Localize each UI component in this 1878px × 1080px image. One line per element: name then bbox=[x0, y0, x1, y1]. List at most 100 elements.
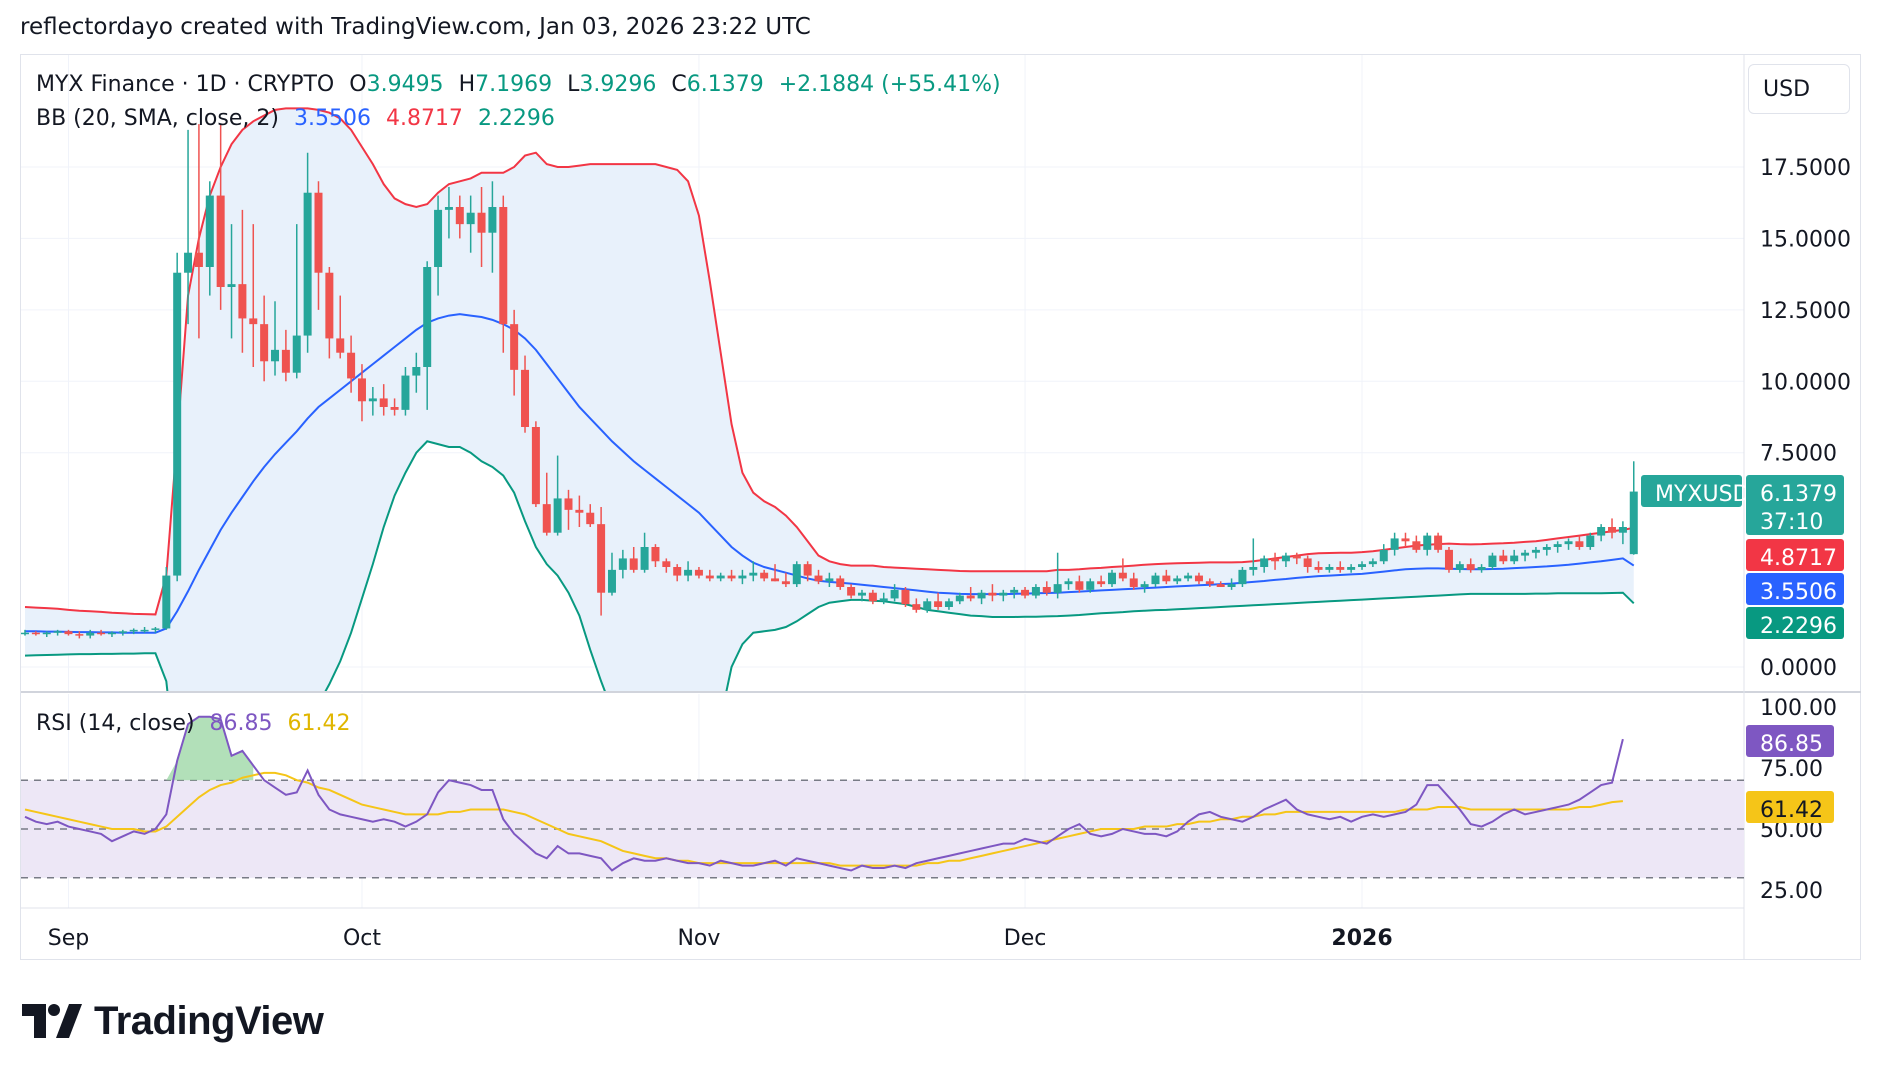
candle-body bbox=[510, 324, 519, 370]
tradingview-logo-icon bbox=[22, 1004, 82, 1038]
candle-body bbox=[162, 575, 171, 629]
candle-body bbox=[1542, 547, 1551, 550]
rsi-badge-bg bbox=[1746, 725, 1834, 757]
candle bbox=[1423, 532, 1432, 556]
candle-body bbox=[401, 375, 410, 410]
candle-body bbox=[357, 378, 366, 402]
price-tick-label: 0.0000 bbox=[1760, 656, 1837, 681]
candle-body bbox=[1521, 552, 1530, 556]
low-label: L bbox=[567, 72, 580, 97]
candle bbox=[1553, 541, 1562, 553]
candle-body bbox=[1434, 535, 1443, 550]
candle bbox=[151, 627, 160, 633]
candle bbox=[1064, 578, 1073, 590]
candle-body bbox=[1075, 581, 1084, 590]
candle-body bbox=[1379, 549, 1388, 562]
candle-body bbox=[825, 578, 834, 582]
rsi-ma-line bbox=[24, 771, 1623, 867]
candle bbox=[944, 598, 953, 610]
candle-body bbox=[173, 272, 182, 576]
candle bbox=[64, 629, 73, 636]
candle-body bbox=[901, 589, 910, 605]
time-axis-label: Nov bbox=[677, 926, 720, 951]
candle bbox=[1227, 578, 1236, 590]
high-value: 7.1969 bbox=[475, 72, 553, 97]
candle-body bbox=[1325, 567, 1334, 570]
symbol-title: MYX Finance · 1D · CRYPTO bbox=[36, 72, 335, 97]
candle bbox=[140, 627, 149, 633]
bollinger-upper-line bbox=[24, 107, 1634, 616]
bollinger-lower-line bbox=[24, 440, 1635, 691]
axes: 0.0000 7.5000 10.0000 12.5000 15.0000 17.5000… bbox=[48, 156, 1851, 951]
candle-body bbox=[390, 407, 399, 410]
candle bbox=[673, 564, 682, 582]
candle-body bbox=[553, 498, 562, 533]
tradingview-logo-text: TradingView bbox=[94, 998, 324, 1043]
candle-body bbox=[1108, 572, 1116, 585]
candle bbox=[1292, 552, 1301, 565]
price-tick-label: 10.0000 bbox=[1760, 370, 1851, 395]
candle bbox=[1205, 578, 1214, 587]
bb-lower-badge-text: 2.2296 bbox=[1760, 614, 1837, 639]
candle-body bbox=[1238, 569, 1247, 585]
currency-button[interactable]: USD bbox=[1748, 64, 1850, 114]
bb-basis-badge-text: 3.5506 bbox=[1760, 580, 1837, 605]
candle-body bbox=[857, 592, 866, 596]
candle-body bbox=[814, 575, 823, 582]
candle bbox=[1531, 547, 1540, 559]
candle bbox=[325, 267, 334, 359]
candle-body bbox=[1575, 541, 1584, 547]
candle bbox=[86, 629, 95, 639]
candle-body bbox=[673, 567, 682, 576]
price-tick-label: 12.5000 bbox=[1760, 299, 1851, 324]
open-value: 3.9495 bbox=[366, 72, 444, 97]
candle-body bbox=[868, 592, 877, 602]
candle-body bbox=[444, 207, 453, 210]
candle-body bbox=[75, 634, 84, 636]
candle-body bbox=[53, 631, 62, 633]
candle-body bbox=[1358, 564, 1367, 567]
chart-frame bbox=[20, 54, 1861, 960]
candle bbox=[1434, 532, 1443, 553]
candle-body bbox=[597, 524, 606, 593]
candle-body bbox=[238, 284, 247, 319]
candle-body bbox=[803, 564, 812, 576]
candle-body bbox=[1216, 584, 1225, 587]
candle-body bbox=[1455, 564, 1464, 570]
candle bbox=[847, 584, 856, 599]
candle-body bbox=[923, 601, 932, 610]
candle bbox=[597, 507, 606, 616]
candle bbox=[1325, 564, 1334, 573]
candle bbox=[1564, 538, 1573, 550]
candle bbox=[477, 187, 486, 267]
candle-body bbox=[1510, 555, 1519, 562]
candle bbox=[1347, 564, 1356, 573]
candle-body bbox=[31, 632, 40, 635]
candle bbox=[662, 558, 671, 573]
candle-body bbox=[586, 512, 595, 525]
candle-body bbox=[1303, 558, 1312, 567]
candle-body bbox=[21, 632, 29, 635]
candle-body bbox=[336, 338, 345, 353]
candle-body bbox=[1618, 527, 1627, 533]
candle bbox=[836, 575, 845, 590]
candle-body bbox=[912, 604, 921, 610]
last-price-badge-text: 37:10 bbox=[1760, 510, 1823, 535]
last-price-badge-text: 6.1379 bbox=[1760, 482, 1837, 507]
candle-body bbox=[1477, 567, 1486, 570]
candle bbox=[1173, 575, 1182, 585]
candle-body bbox=[249, 318, 258, 325]
candle-body bbox=[271, 349, 280, 362]
candle bbox=[640, 532, 649, 573]
candle bbox=[977, 589, 986, 605]
candle bbox=[1358, 561, 1367, 570]
candle-body bbox=[303, 192, 312, 336]
bb-upper-value: 4.8717 bbox=[385, 106, 463, 131]
candle-body bbox=[1314, 567, 1323, 570]
last-price-badge-bg bbox=[1746, 475, 1844, 535]
candle bbox=[129, 628, 138, 635]
close-label: C bbox=[671, 72, 687, 97]
candle bbox=[814, 569, 823, 585]
candle bbox=[510, 309, 519, 396]
